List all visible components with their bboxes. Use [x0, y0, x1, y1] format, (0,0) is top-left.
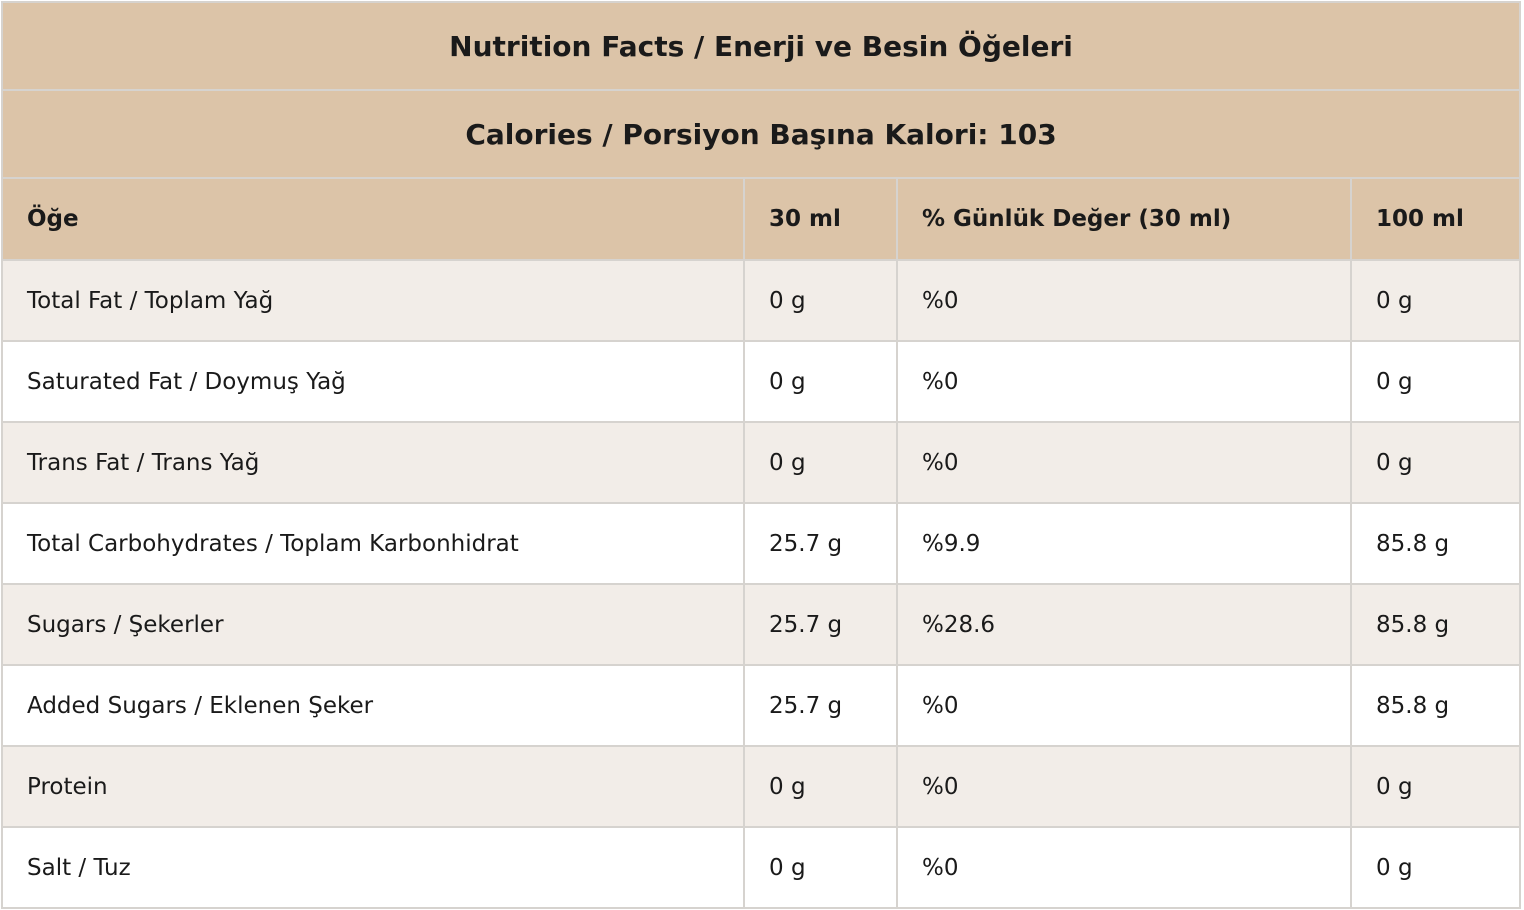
calories: Calories / Porsiyon Başına Kalori: 103 [0, 89, 1522, 179]
table-cell: 0 g [1349, 826, 1522, 909]
table-cell: 25.7 g [743, 583, 898, 666]
table-cell: %28.6 [896, 583, 1352, 666]
column-header: Öğe [1, 177, 745, 261]
table-cell: %9.9 [896, 502, 1352, 585]
table-cell: 0 g [743, 745, 898, 828]
column-header: 100 ml [1349, 177, 1522, 261]
table-cell: 0 g [1349, 421, 1522, 504]
table-row: Salt / Tuz 0 g %0 0 g [1, 826, 1522, 909]
table-cell: 85.8 g [1349, 583, 1522, 666]
title-row: Nutrition Facts / Enerji ve Besin Öğeler… [0, 1, 1522, 91]
table-cell: 0 g [743, 826, 898, 909]
table-row: Trans Fat / Trans Yağ 0 g %0 0 g [1, 421, 1522, 504]
table-row: Protein 0 g %0 0 g [1, 745, 1522, 828]
table-cell: 0 g [743, 340, 898, 423]
table-cell: 85.8 g [1349, 502, 1522, 585]
table-cell: %0 [896, 745, 1352, 828]
table-cell: 25.7 g [743, 502, 898, 585]
column-header: 30 ml [743, 177, 898, 261]
table-cell: Total Carbohydrates / Toplam Karbonhidra… [1, 502, 745, 585]
table-row: Total Fat / Toplam Yağ 0 g %0 0 g [1, 259, 1522, 342]
table-cell: %0 [896, 826, 1352, 909]
table-cell: 85.8 g [1349, 664, 1522, 747]
table-cell: 0 g [1349, 745, 1522, 828]
table-cell: 25.7 g [743, 664, 898, 747]
table-cell: %0 [896, 340, 1352, 423]
column-header: % Günlük Değer (30 ml) [896, 177, 1352, 261]
table-title: Nutrition Facts / Enerji ve Besin Öğeler… [0, 1, 1522, 91]
calories-row: Calories / Porsiyon Başına Kalori: 103 [0, 89, 1522, 179]
table-row: Saturated Fat / Doymuş Yağ 0 g %0 0 g [1, 340, 1522, 423]
table-cell: Saturated Fat / Doymuş Yağ [1, 340, 745, 423]
table-cell: Protein [1, 745, 745, 828]
table-cell: 0 g [743, 421, 898, 504]
table-cell: %0 [896, 421, 1352, 504]
header-row: Öğe 30 ml% Günlük Değer (30 ml) 100 ml [1, 177, 1522, 261]
table-row: Sugars / Şekerler 25.7 g %28.6 85.8 g [1, 583, 1522, 666]
table-cell: Total Fat / Toplam Yağ [1, 259, 745, 342]
table-cell: 0 g [1349, 259, 1522, 342]
table-cell: Sugars / Şekerler [1, 583, 745, 666]
table-cell: 0 g [743, 259, 898, 342]
table-cell: Trans Fat / Trans Yağ [1, 421, 745, 504]
table-row: Added Sugars / Eklenen Şeker 25.7 g %0 85.8… [1, 664, 1522, 747]
table-cell: %0 [896, 664, 1352, 747]
table-row: Total Carbohydrates / Toplam Karbonhidra… [1, 502, 1522, 585]
table-cell: %0 [896, 259, 1352, 342]
table-cell: Salt / Tuz [1, 826, 745, 909]
table-cell: Added Sugars / Eklenen Şeker [1, 664, 745, 747]
table-cell: 0 g [1349, 340, 1522, 423]
